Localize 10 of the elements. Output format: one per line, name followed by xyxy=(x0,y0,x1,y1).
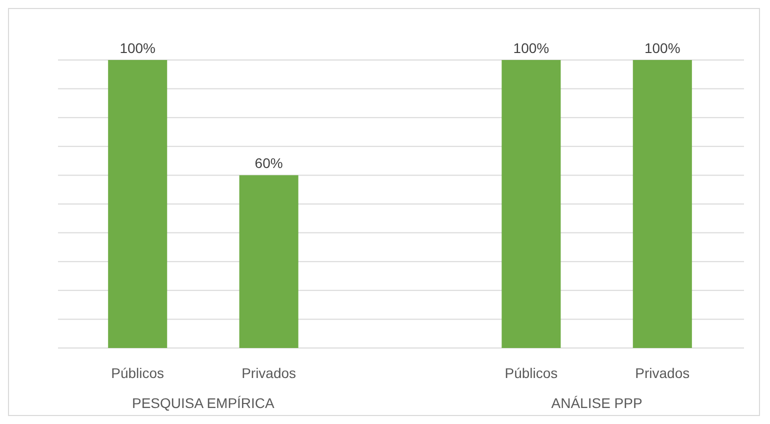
text: PESQUISA EMPÍRICA xyxy=(132,395,276,411)
x-tick-label: Públicos xyxy=(504,365,558,381)
text: ANÁLISE PPP xyxy=(551,395,642,411)
data-label: 100% xyxy=(644,40,680,56)
x-tick-label: Públicos xyxy=(111,365,164,381)
x-tick-label: Privados xyxy=(242,365,296,381)
data-label: 60% xyxy=(254,155,283,172)
x-tick-label: Privados xyxy=(635,365,690,381)
data-label: 100% xyxy=(513,40,550,56)
data-label: 100% xyxy=(120,40,156,56)
